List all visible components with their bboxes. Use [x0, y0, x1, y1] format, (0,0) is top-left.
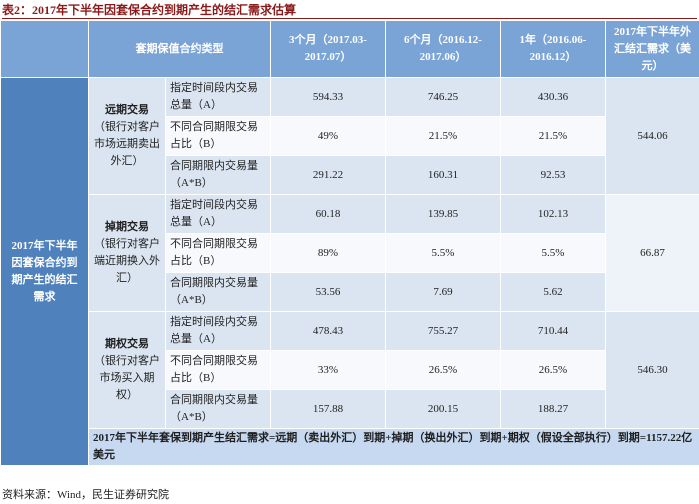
value-cell: 5.5%	[500, 233, 606, 273]
row-label: 不同合同期限交易占比（B）	[165, 116, 271, 156]
value-cell: 746.25	[385, 77, 501, 117]
row-label: 合同期限内交易量（A*B）	[165, 272, 271, 312]
summary-row: 2017年下半年套保到期产生结汇需求=远期（卖出外汇）到期+掉期（换出外汇）到期…	[1, 428, 699, 466]
table-row: 2017年下半年因套保合约到期产生的结汇需求 远期交易 （银行对客户市场远期卖出外汇…	[0, 77, 699, 466]
value-cell: 5.5%	[385, 233, 501, 273]
data-table: 套期保值合约类型 3个月（2017.03-2017.07） 6个月（2016.1…	[0, 20, 699, 466]
value-cell: 710.44	[500, 311, 606, 351]
table-row: 不同合同期限交易占比（B） 89% 5.5% 5.5%	[1, 233, 699, 273]
table-row: 合同期限内交易量（A*B） 291.22 160.31 92.53	[1, 155, 699, 195]
value-cell: 478.43	[270, 311, 386, 351]
row-label: 指定时间段内交易总量（A）	[165, 77, 271, 117]
side-label: 2017年下半年因套保合约到期产生的结汇需求	[0, 77, 89, 466]
row-label: 指定时间段内交易总量（A）	[165, 311, 271, 351]
header-cell: 2017年下半年外汇结汇需求（美元）	[605, 20, 699, 78]
value-cell: 21.5%	[500, 116, 606, 156]
value-cell: 157.88	[270, 389, 386, 429]
corner-cell	[0, 20, 89, 78]
group-name: 期权交易	[105, 338, 149, 350]
value-cell: 89%	[270, 233, 386, 273]
table-title: 表2：2017年下半年因套保合约到期产生的结汇需求估算	[2, 2, 697, 19]
value-cell: 5.62	[500, 272, 606, 312]
value-cell: 102.13	[500, 194, 606, 234]
group-note: （银行对客户市场买入期权）	[94, 355, 160, 401]
value-cell: 92.53	[500, 155, 606, 195]
value-cell: 139.85	[385, 194, 501, 234]
total-cell: 66.87	[605, 194, 699, 312]
value-cell: 291.22	[270, 155, 386, 195]
group-name: 掉期交易	[105, 221, 149, 233]
row-label: 不同合同期限交易占比（B）	[165, 350, 271, 390]
table-row: 掉期交易 （银行对客户端近期换入外汇） 指定时间段内交易总量（A） 60.18 139.…	[1, 194, 699, 312]
row-label: 合同期限内交易量（A*B）	[165, 155, 271, 195]
table-row: 不同合同期限交易占比（B） 33% 26.5% 26.5%	[1, 350, 699, 390]
group-name: 远期交易	[105, 104, 149, 116]
table-row: 合同期限内交易量（A*B） 157.88 200.15 188.27	[1, 389, 699, 429]
value-cell: 200.15	[385, 389, 501, 429]
value-cell: 755.27	[385, 311, 501, 351]
group-note: （银行对客户市场远期卖出外汇）	[94, 121, 160, 167]
value-cell: 160.31	[385, 155, 501, 195]
header-row: 套期保值合约类型 3个月（2017.03-2017.07） 6个月（2016.1…	[0, 20, 699, 78]
value-cell: 33%	[270, 350, 386, 390]
value-cell: 60.18	[270, 194, 386, 234]
group-cell: 掉期交易 （银行对客户端近期换入外汇）	[88, 194, 166, 312]
total-cell: 544.06	[605, 77, 699, 195]
value-cell: 594.33	[270, 77, 386, 117]
value-cell: 7.69	[385, 272, 501, 312]
value-cell: 430.36	[500, 77, 606, 117]
value-cell: 49%	[270, 116, 386, 156]
row-label: 不同合同期限交易占比（B）	[165, 233, 271, 273]
value-cell: 188.27	[500, 389, 606, 429]
total-cell: 546.30	[605, 311, 699, 429]
header-cell: 1年（2016.06-2016.12）	[500, 20, 606, 78]
value-cell: 53.56	[270, 272, 386, 312]
group-note: （银行对客户端近期换入外汇）	[94, 238, 160, 284]
table-row: 期权交易 （银行对客户市场买入期权） 指定时间段内交易总量（A） 478.43 755.…	[1, 311, 699, 429]
source-note: 资料来源：Wind，民生证券研究院	[2, 489, 169, 501]
group-cell: 期权交易 （银行对客户市场买入期权）	[88, 311, 166, 429]
header-cell: 6个月（2016.12-2017.06）	[385, 20, 501, 78]
table-row: 合同期限内交易量（A*B） 53.56 7.69 5.62	[1, 272, 699, 312]
table-row: 不同合同期限交易占比（B） 49% 21.5% 21.5%	[1, 116, 699, 156]
value-cell: 26.5%	[385, 350, 501, 390]
summary-cell: 2017年下半年套保到期产生结汇需求=远期（卖出外汇）到期+掉期（换出外汇）到期…	[88, 428, 699, 466]
value-cell: 21.5%	[385, 116, 501, 156]
header-cell: 3个月（2017.03-2017.07）	[270, 20, 386, 78]
row-label: 合同期限内交易量（A*B）	[165, 389, 271, 429]
group-cell: 远期交易 （银行对客户市场远期卖出外汇）	[88, 77, 166, 195]
row-label: 指定时间段内交易总量（A）	[165, 194, 271, 234]
table-body: 套期保值合约类型 3个月（2017.03-2017.07） 6个月（2016.1…	[0, 20, 699, 466]
header-cell: 套期保值合约类型	[88, 20, 271, 78]
value-cell: 26.5%	[500, 350, 606, 390]
